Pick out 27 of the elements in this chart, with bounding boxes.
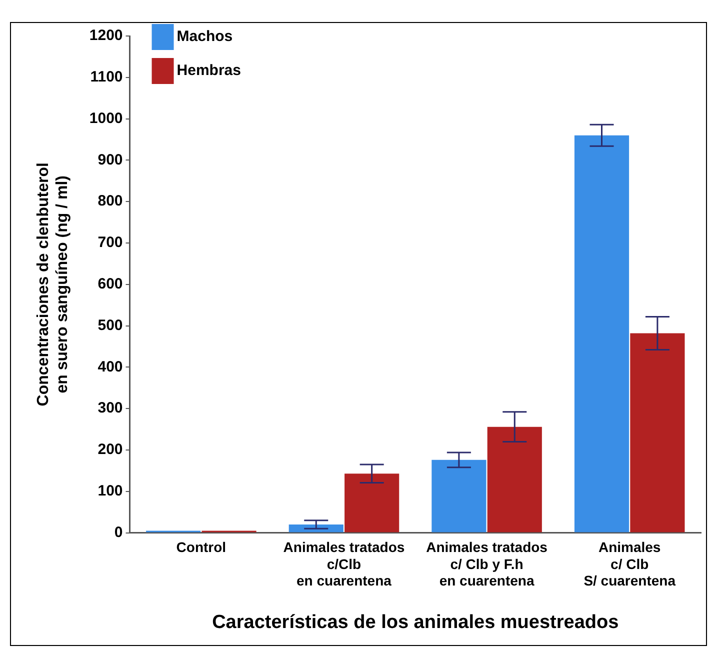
x-tick-label: Animales c/ Clb S/ cuarentena <box>584 539 676 589</box>
x-tick-label: Control <box>176 539 226 556</box>
y-tick-label: 1100 <box>90 68 123 86</box>
y-tick-label: 1000 <box>89 110 123 127</box>
y-tick-label: 900 <box>98 151 123 168</box>
y-tick-label: 300 <box>98 400 123 417</box>
legend-label: Machos <box>176 28 233 46</box>
y-tick-label: 1200 <box>89 27 123 44</box>
bar <box>574 135 630 532</box>
legend-label: Hembras <box>176 62 241 80</box>
y-tick-label: 500 <box>98 316 123 334</box>
y-tick-label: 0 <box>114 524 123 541</box>
x-tick-label: Animales tratados c/ Clb y F.h en cuarentena <box>426 539 548 589</box>
bar <box>432 460 486 532</box>
y-tick-label: 100 <box>98 482 123 500</box>
y-tick-label: 200 <box>98 441 123 458</box>
bar <box>344 474 400 532</box>
y-tick-label: 700 <box>98 234 123 252</box>
y-axis-title: Concentraciones de clenbuterol en suero sanguíneo (ng / ml) <box>35 162 72 406</box>
x-tick-label: Animales tratados c/Clb en cuarentena <box>283 539 405 589</box>
y-tick-label: 800 <box>98 192 123 210</box>
y-tick-label: 400 <box>98 358 123 376</box>
bar <box>487 426 542 532</box>
x-axis-title: Características de los animales muestreados <box>212 612 619 633</box>
bar <box>288 524 344 532</box>
y-tick-label: 600 <box>98 276 123 293</box>
bar <box>630 333 685 532</box>
